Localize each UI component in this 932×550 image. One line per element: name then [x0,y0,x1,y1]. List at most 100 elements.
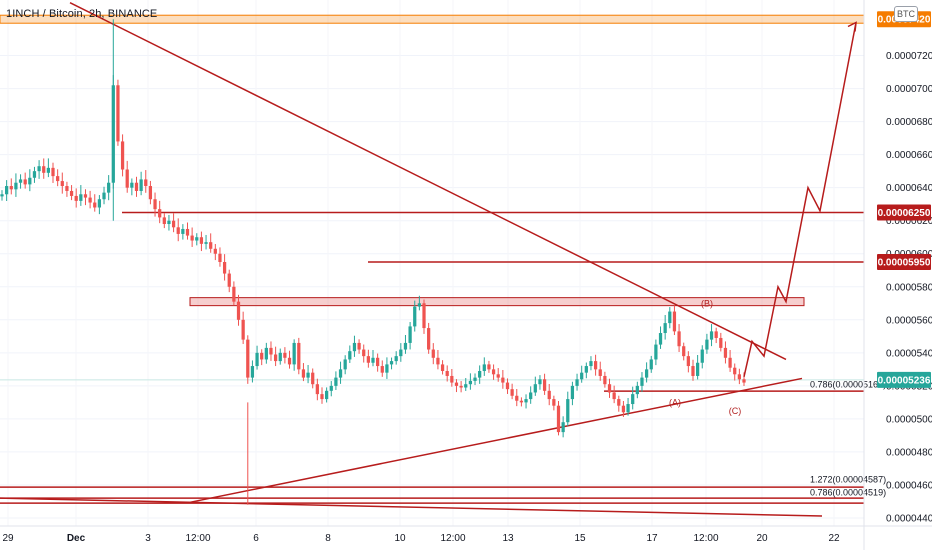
time-tick-label: 12:00 [440,533,465,544]
candle-body [83,194,88,198]
candle-body [682,346,686,357]
candle-body [329,385,333,391]
candle-body [487,364,491,370]
candle-body [60,181,64,187]
candle-body [213,248,217,254]
time-tick-label: 13 [502,533,514,544]
candle-body [505,382,510,390]
candle-body [348,351,352,360]
candle-body [617,399,621,406]
candle-body [519,400,524,403]
wave-label: (A) [669,398,681,408]
candle-body [510,389,514,396]
currency-badge[interactable]: BTC [894,6,918,22]
candle-body [584,366,588,373]
time-tick-label: 3 [145,533,151,544]
candle-body [598,369,602,376]
candle-body [65,186,69,191]
candle-body [167,220,171,225]
candle-body [209,242,213,249]
candle-body [204,242,208,244]
candle-body [273,354,278,362]
candle-body [97,199,102,208]
candle-body [18,179,23,183]
price-tag-box [877,204,931,221]
resistance-zone [189,297,805,307]
candle-body [417,303,421,307]
candle-body [496,374,500,378]
candle-body [473,377,477,381]
candle-body [162,217,166,225]
candle-body [195,237,199,241]
candle-body [5,186,9,195]
candle-body [491,369,496,375]
candle-body [580,372,584,380]
candle-body [241,319,245,340]
time-tick-label: 29 [2,533,14,544]
candle-body [672,311,677,332]
candle-body [74,195,78,201]
candle-body [269,347,273,355]
candle-body [107,182,111,193]
candle-body [42,166,46,173]
candle-body [603,375,607,385]
fib-label: 0.786(0.00004519) [810,488,886,498]
candle-body [250,366,255,378]
candle-body [436,357,440,365]
candle-body [148,186,153,200]
candle-body [399,349,403,357]
candle-body [287,357,292,365]
candle-body [0,194,4,197]
candle-body [649,359,653,370]
time-tick-label: 20 [756,533,768,544]
candle-body [301,369,306,378]
candle-body [728,357,732,368]
candle-body [403,342,408,350]
candle-body [561,422,565,433]
candle-body [376,357,380,367]
candle-body [79,194,83,201]
candle-body [102,192,106,200]
candle-body [125,169,129,188]
candle-body [607,384,612,393]
candle-body [612,392,616,400]
candle-body [677,331,681,347]
candle-body [626,404,630,413]
candle-body [334,377,338,386]
trendline [189,377,803,504]
candle-body [311,372,315,385]
candle-body [742,379,746,383]
time-tick-label: Dec [67,533,86,544]
candle-body [547,390,551,400]
candle-body [130,182,134,188]
candle-body [176,227,180,234]
candle-body [278,352,282,362]
candle-body [538,379,542,385]
candle-body [575,379,579,386]
candle-body [297,342,301,370]
candle-body [255,352,259,367]
candle-body [413,306,417,327]
time-tick-label: 8 [325,533,331,544]
candle-body [325,390,329,400]
candle-body [631,394,635,405]
time-axis[interactable]: 29 Dec 3 12:00 6 8 10 12:00 13 15 17 12:00 20 22 [2,533,840,544]
candle-body [445,371,449,376]
candle-body [408,326,412,343]
candlestick-series [0,19,746,505]
price-tag-box [877,371,931,388]
candle-body [482,364,486,372]
candle-body [389,361,394,365]
candle-body [501,377,505,383]
candle-body [570,385,575,400]
candle-body [658,333,663,345]
candle-body [468,380,473,385]
wave-label: (B) [701,299,713,309]
candle-body [380,366,384,373]
